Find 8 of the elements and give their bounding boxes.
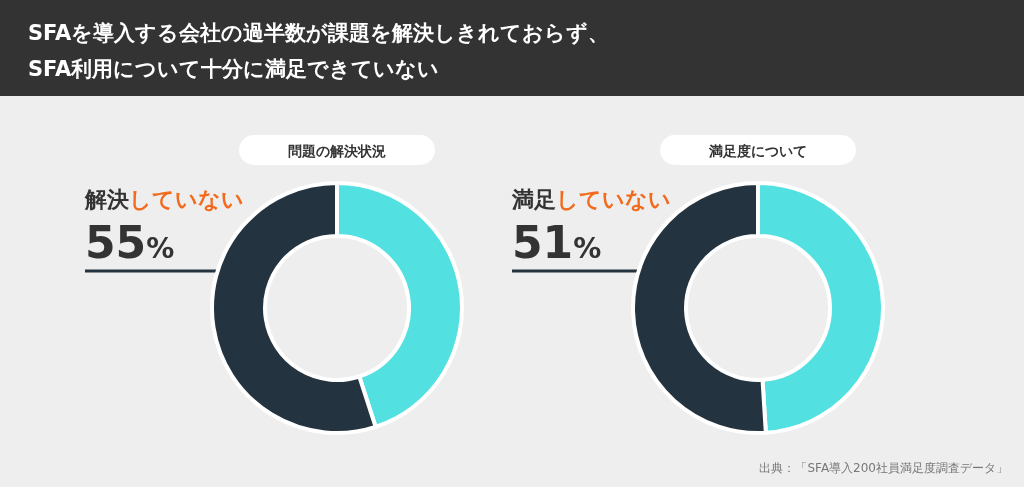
data-label: 55% — [85, 217, 175, 268]
slice-label: 解決していない — [84, 187, 244, 212]
chart-subtitle: 満足度について — [708, 143, 807, 159]
source-note: 出典：「SFA導入200社員満足度調査データ」 — [759, 461, 1008, 475]
slice-label: 満足していない — [511, 187, 671, 212]
chart-title: SFAを導入する会社の過半数が課題を解決しきれておらず、 SFA利用について十分に満足できていない — [28, 21, 610, 81]
data-label: 51% — [512, 217, 602, 268]
chart-subtitle: 問題の解決状況 — [288, 143, 386, 159]
